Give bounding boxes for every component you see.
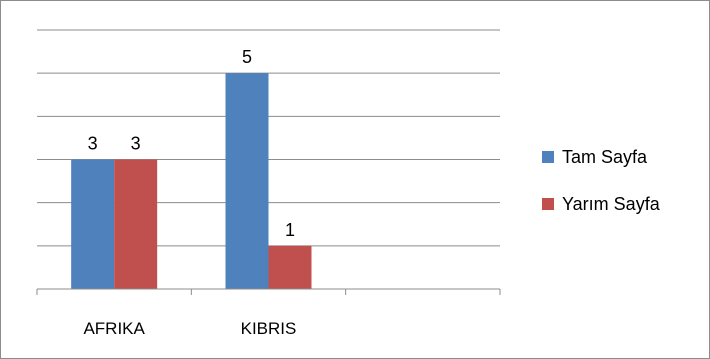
legend-label: Yarım Sayfa bbox=[562, 194, 661, 214]
category-label: AFRIKA bbox=[83, 319, 145, 338]
bars bbox=[71, 73, 312, 290]
legend-swatch bbox=[542, 151, 554, 163]
category-labels: AFRIKA KIBRIS bbox=[83, 319, 296, 338]
legend-label: Tam Sayfa bbox=[562, 147, 648, 167]
data-label: 1 bbox=[285, 220, 295, 240]
legend: Tam Sayfa Yarım Sayfa bbox=[542, 147, 661, 214]
bar-tam-sayfa bbox=[225, 73, 269, 290]
legend-swatch bbox=[542, 198, 554, 210]
bar-yar-m-sayfa bbox=[268, 245, 312, 289]
data-label: 3 bbox=[131, 134, 141, 154]
data-label: 5 bbox=[242, 47, 252, 67]
bar-yar-m-sayfa bbox=[114, 159, 158, 289]
data-labels: 3 3 5 1 bbox=[88, 47, 295, 240]
data-label: 3 bbox=[88, 134, 98, 154]
x-axis bbox=[36, 288, 501, 295]
bar-tam-sayfa bbox=[71, 159, 115, 289]
category-label: KIBRIS bbox=[241, 319, 297, 338]
